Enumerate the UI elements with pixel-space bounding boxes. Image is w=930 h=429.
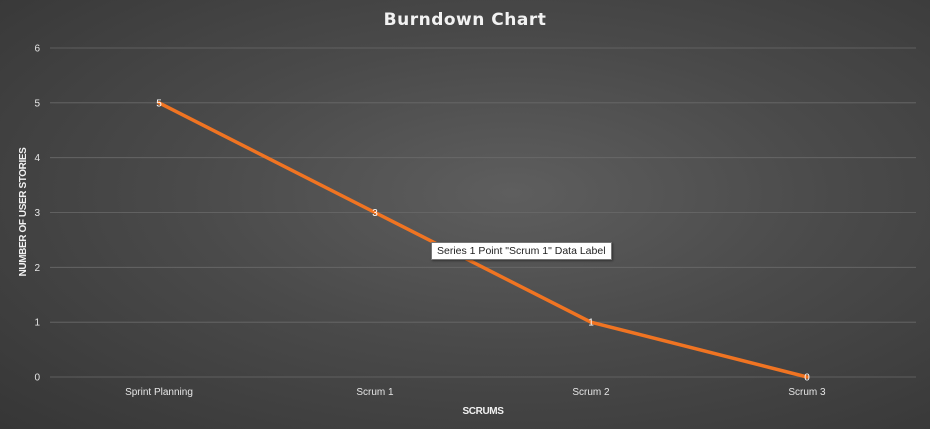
data-label[interactable]: 5 (156, 98, 162, 109)
y-tick-label: 4 (34, 153, 40, 164)
data-label-tooltip: Series 1 Point "Scrum 1" Data Label (431, 242, 612, 260)
data-point[interactable] (373, 211, 377, 214)
data-point[interactable] (589, 320, 593, 324)
data-labels: 5 3 1 0 (156, 98, 810, 383)
x-axis-title: SCRUMS (463, 406, 505, 417)
x-tick-label: Scrum 3 (788, 387, 826, 398)
y-tick-label: 0 (34, 373, 40, 384)
x-tick-label: Scrum 1 (356, 387, 394, 398)
x-tick-label: Scrum 2 (572, 387, 610, 398)
series-1[interactable] (157, 101, 809, 379)
data-label[interactable]: 1 (588, 318, 594, 329)
y-tick-label: 6 (34, 44, 40, 55)
y-tick-label: 2 (34, 263, 40, 274)
gridlines (50, 47, 916, 378)
y-tick-label: 1 (34, 318, 40, 329)
data-point[interactable] (805, 375, 809, 379)
chart-title: Burndown Chart (384, 10, 547, 30)
series-line[interactable] (157, 101, 809, 379)
data-label[interactable]: 0 (804, 373, 810, 384)
y-axis-ticks: 0 1 2 3 4 5 6 (34, 44, 40, 384)
y-axis-title: NUMBER OF USER STORIES (18, 147, 29, 277)
x-axis-ticks: Sprint Planning Scrum 1 Scrum 2 Scrum 3 (125, 387, 826, 398)
y-tick-label: 5 (34, 98, 40, 109)
y-tick-label: 3 (34, 208, 40, 219)
data-label[interactable]: 3 (372, 208, 378, 219)
x-tick-label: Sprint Planning (125, 387, 193, 398)
data-point[interactable] (157, 101, 161, 105)
